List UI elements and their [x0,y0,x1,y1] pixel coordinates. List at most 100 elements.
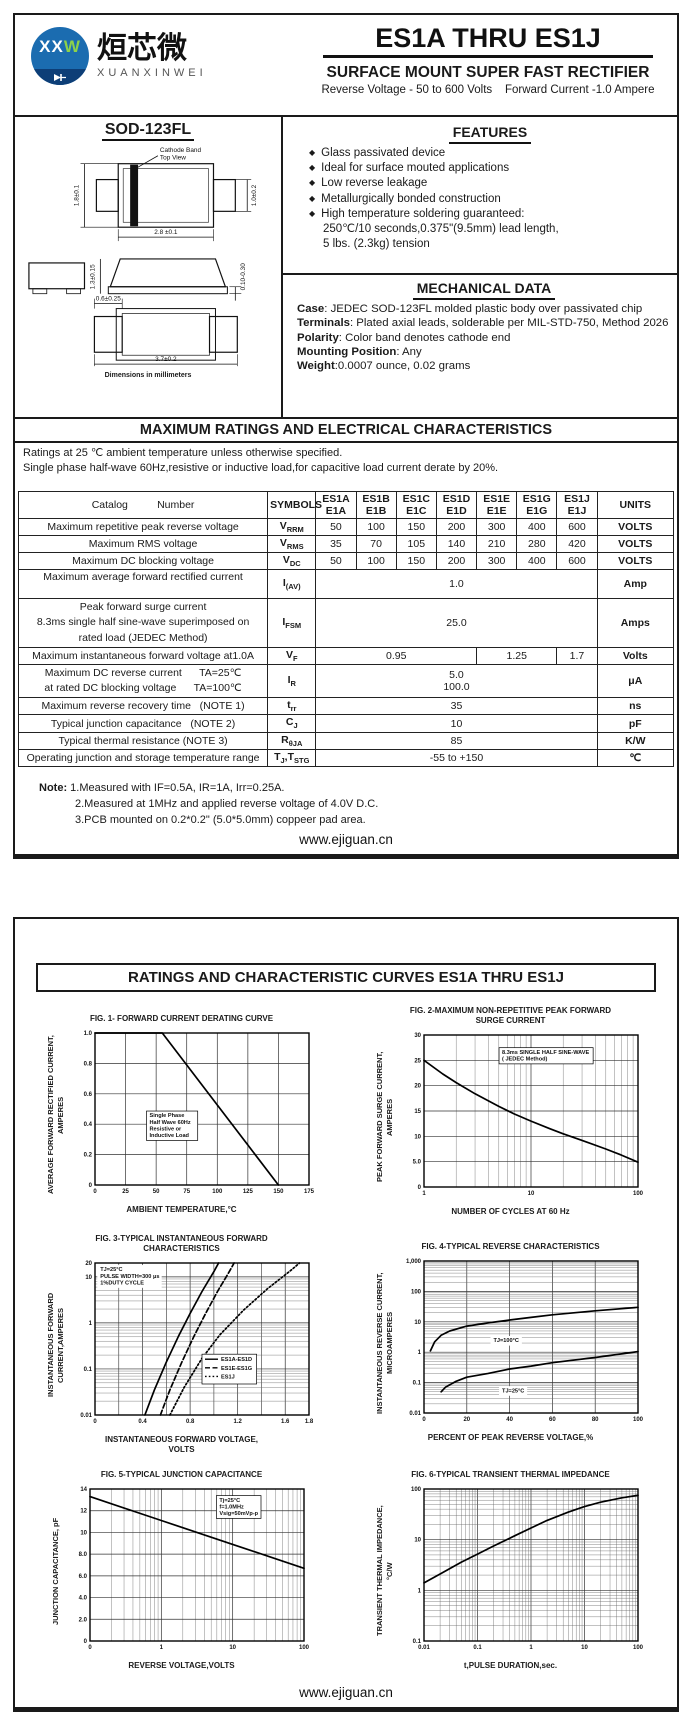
svg-text:125: 125 [243,1189,254,1195]
feature-item: ◆ Glass passivated device [309,146,671,161]
symbol-cell: RθJA [267,731,317,750]
svg-text:ES1E-ES1G: ES1E-ES1G [221,1366,252,1372]
svg-text:60: 60 [549,1417,556,1423]
value-cell: 1.0 [315,569,598,600]
mechanical-row: Mounting Position: Any [297,346,422,359]
value-cell: 400 [516,517,558,537]
svg-text:1.0: 1.0 [84,1031,93,1037]
part-header-cell: ES1B E1B [355,490,397,519]
svg-text:0.8: 0.8 [186,1419,195,1425]
table-row: Maximum average forward rectified curren… [17,569,675,600]
y-axis-label: INSTANTANEOUS REVERSE CURRENT, MICROAMPER… [374,1271,394,1414]
table-row: Maximum DC reverse current TA=25℃ at rate… [17,663,675,699]
logo-letters: XXW [39,37,81,56]
figure-title: FIG. 6-TYPICAL TRANSIENT THERMAL IMPEDAN… [411,1470,610,1479]
value-cell: 300 [476,517,518,537]
value-cell: 5.0 100.0 [315,663,598,699]
symbols-header-cell: SYMBOLS [267,490,322,519]
feature-item: ◆ High temperature soldering guaranteed: [309,207,671,222]
feature-continuation: 250℃/10 seconds,0.375"(9.5mm) lead lengt… [323,222,559,235]
svg-text:1.3±0.15: 1.3±0.15 [89,264,96,289]
svg-text:0.6±0.25: 0.6±0.25 [96,296,121,303]
figure-title: FIG. 1- FORWARD CURRENT DERATING CURVE [89,1014,274,1023]
table-row: Maximum RMS voltage VRMS 35 70 105 140 2… [17,534,675,554]
svg-text:1: 1 [418,1588,422,1594]
svg-text:6.0: 6.0 [79,1574,88,1580]
unit-cell: ℃ [596,748,675,767]
svg-text:1%DUTY CYCLE: 1%DUTY CYCLE [101,1280,145,1286]
svg-text:150: 150 [274,1189,285,1195]
package-caption: Dimensions in millimeters [104,372,192,379]
svg-text:Inductive Load: Inductive Load [150,1133,190,1139]
svg-text:TJ=25°C: TJ=25°C [502,1388,524,1394]
row-label: Maximum repetitive peak reverse voltage [17,517,269,537]
table-row: Maximum reverse recovery time (NOTE 1) t… [17,697,675,716]
svg-text:0.01: 0.01 [410,1411,422,1417]
svg-text:0.6: 0.6 [84,1092,93,1098]
value-cell: -55 to +150 [315,748,598,767]
website-link[interactable]: www.ejiguan.cn [299,832,393,847]
curves-section-title: RATINGS AND CHARACTERISTIC CURVES ES1A T… [36,963,656,992]
svg-text:100: 100 [633,1645,644,1651]
value-cell: 400 [516,552,558,571]
svg-text:0.1: 0.1 [474,1645,483,1651]
value-cell: 100 [355,552,397,571]
feature-item: ◆ Ideal for surface mouted applications [309,161,671,176]
value-cell: 140 [435,534,478,554]
svg-text:3.7±0.2: 3.7±0.2 [155,356,177,363]
value-cell: 600 [556,552,598,571]
svg-text:10: 10 [86,1275,93,1281]
value-cell: 0.95 [315,646,478,665]
header: XXW 烜芯微 XUANXINWEI ES1A THRU ES1J SURFAC… [15,15,677,117]
package-and-features-section: SOD-123FL Cathode Band Top View 1.8±0.1 … [15,117,677,417]
svg-text:0.1: 0.1 [84,1367,93,1373]
package-name: SOD-123FL [15,121,281,141]
table-row: Typical thermal resistance (NOTE 3) RθJA… [17,731,675,750]
value-cell: 280 [516,534,558,554]
value-cell: 10 [315,714,598,733]
svg-text:50: 50 [153,1189,160,1195]
y-axis-label: PEAK FORWARD SURGE CURRENT, AMPERES [374,1051,394,1182]
ratings-conditions: Ratings at 25 ℃ ambient temperature unle… [15,443,677,477]
svg-text:1: 1 [423,1191,427,1197]
symbol-cell: trr [267,697,317,716]
svg-text:80: 80 [592,1417,599,1423]
row-label: Typical thermal resistance (NOTE 3) [17,731,269,750]
value-cell: 1.7 [556,646,598,665]
unit-cell: K/W [596,731,675,750]
figure-3: FIG. 3-TYPICAL INSTANTANEOUS FORWARD CHAR… [17,1234,346,1456]
svg-text:175: 175 [304,1189,315,1195]
svg-text:0: 0 [89,1645,93,1651]
symbol-cell: TJ,TSTG [267,748,317,767]
bullet-icon: ◆ [309,208,316,218]
svg-text:0.4: 0.4 [84,1122,93,1128]
svg-text:10: 10 [415,1320,422,1326]
bullet-icon: ◆ [309,178,316,188]
svg-text:1.8: 1.8 [305,1419,314,1425]
svg-text:1: 1 [89,1321,93,1327]
datasheet-page-2: RATINGS AND CHARACTERISTIC CURVES ES1A T… [13,917,679,1712]
svg-text:0: 0 [84,1639,88,1645]
svg-text:1,000: 1,000 [406,1259,422,1265]
svg-text:10: 10 [581,1645,588,1651]
svg-text:Resistive or: Resistive or [150,1126,183,1132]
svg-text:100: 100 [411,1487,422,1493]
website-link[interactable]: www.ejiguan.cn [299,1685,393,1700]
value-cell: 25.0 [315,598,598,648]
figure-title: FIG. 5-TYPICAL JUNCTION CAPACITANCE [100,1470,263,1479]
x-axis-label: REVERSE VOLTAGE,VOLTS [128,1661,235,1670]
svg-text:0: 0 [423,1417,427,1423]
svg-text:2.0: 2.0 [79,1617,88,1623]
unit-cell: VOLTS [596,517,675,537]
value-cell: 150 [395,517,437,537]
svg-text:20: 20 [415,1084,422,1090]
part-header-cell: ES1E E1E [476,490,518,519]
value-cell: 200 [435,517,478,537]
unit-cell: pF [596,714,675,733]
svg-text:1.2: 1.2 [234,1419,243,1425]
figure-title: FIG. 2-MAXIMUM NON-REPETITIVE PEAK FORWA… [409,1006,612,1025]
svg-text:0: 0 [94,1189,98,1195]
svg-text:100: 100 [633,1191,644,1197]
feature-item: ◆ Low reverse leakage [309,176,671,191]
svg-text:5.0: 5.0 [413,1160,422,1166]
